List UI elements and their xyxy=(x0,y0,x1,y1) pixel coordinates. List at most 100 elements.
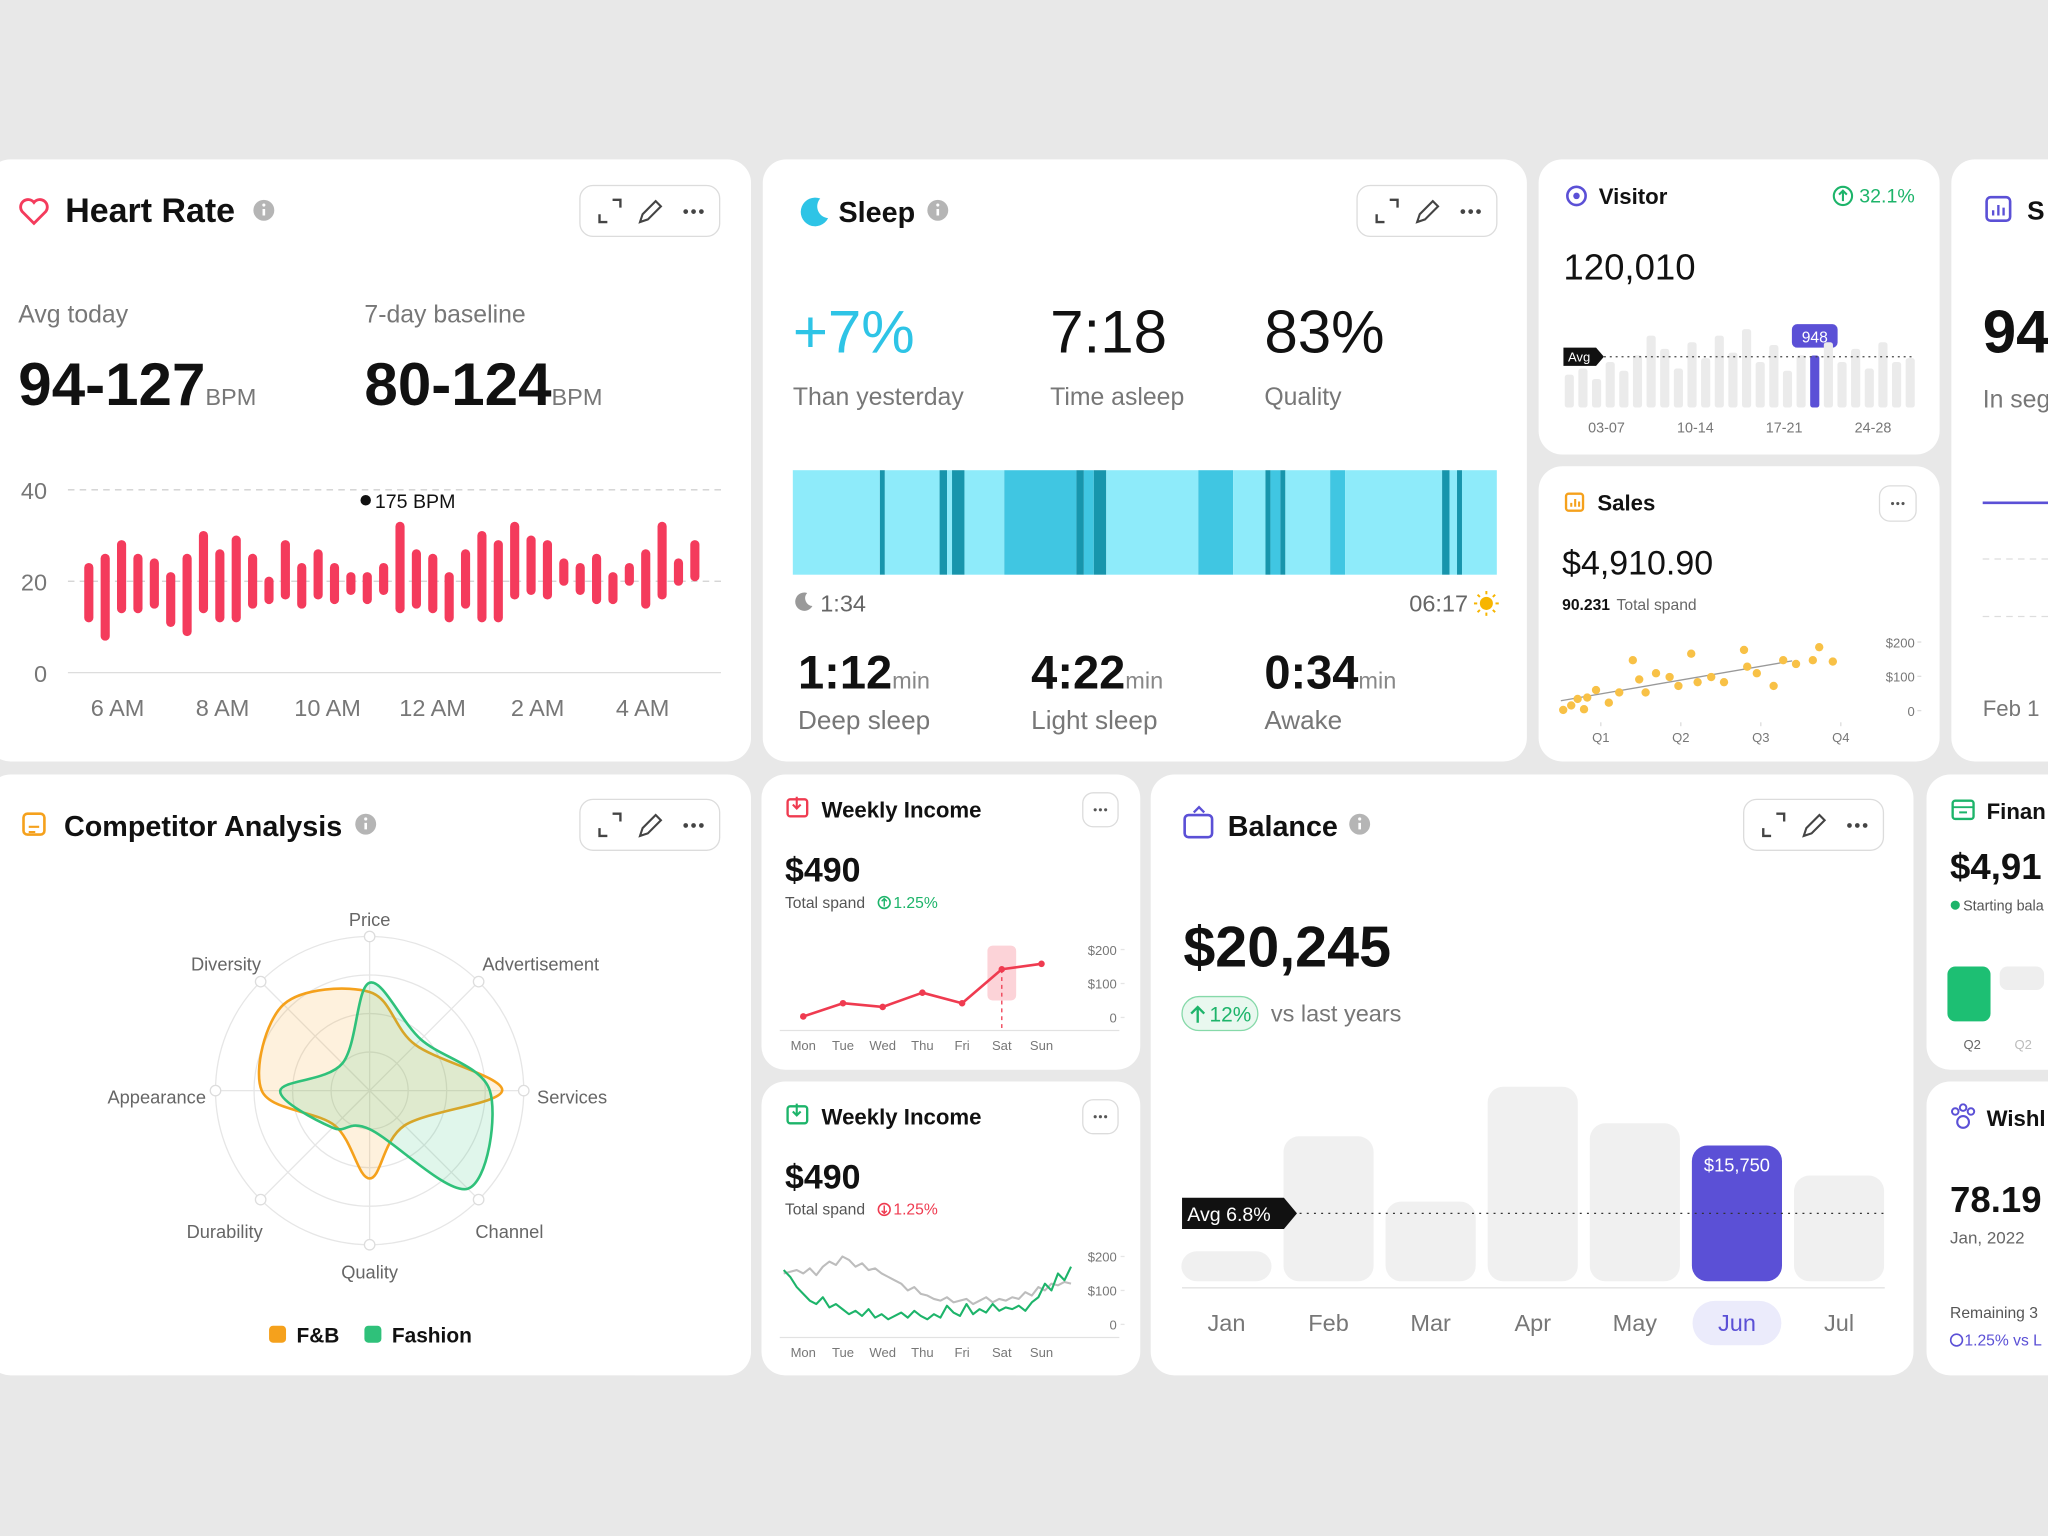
value-tag xyxy=(1791,324,1838,348)
time-start: 1:34 xyxy=(820,590,866,616)
bar xyxy=(1619,370,1629,408)
line-point xyxy=(800,1013,807,1020)
scatter-point xyxy=(1665,672,1674,682)
button-group xyxy=(1356,184,1498,238)
x-tick-label: 8 AM xyxy=(196,695,250,721)
more-button[interactable] xyxy=(1847,823,1852,828)
more-button[interactable] xyxy=(1460,209,1466,214)
more-button[interactable] xyxy=(683,209,689,214)
bar xyxy=(1793,1175,1885,1282)
stage-value-part: 4:22 xyxy=(1031,645,1125,698)
y-tick-label: 40 xyxy=(21,478,47,504)
stat-value: 80-124BPM xyxy=(364,351,602,418)
x-tick-label: 12 AM xyxy=(399,695,466,721)
more-button[interactable] xyxy=(1476,209,1481,214)
more-button xyxy=(1093,808,1097,812)
edit-button[interactable] xyxy=(1802,813,1827,838)
x-tick-label: Jun xyxy=(1718,1310,1756,1336)
scatter-point xyxy=(1674,681,1683,691)
sleep-segment xyxy=(1449,470,1458,575)
stage-label: Awake xyxy=(1264,705,1342,735)
sun-icon xyxy=(1476,593,1481,598)
line-point xyxy=(1038,960,1045,968)
card xyxy=(1926,1081,2048,1376)
bar xyxy=(1385,1201,1476,1282)
metric-value: 120,010 xyxy=(1563,247,1695,288)
stage-value-part: min xyxy=(1125,667,1163,693)
x-tick-label: Tue xyxy=(832,1345,854,1360)
radar-axis xyxy=(260,1090,371,1201)
card-title: Wishl xyxy=(1987,1106,2046,1131)
line-point xyxy=(998,965,1006,973)
bar xyxy=(1782,370,1793,408)
scatter-point xyxy=(1779,656,1788,665)
more-button[interactable] xyxy=(699,209,704,214)
more-button[interactable] xyxy=(1854,823,1860,828)
bar xyxy=(1796,355,1806,408)
x-tick-label: 10-14 xyxy=(1677,420,1714,436)
competitor-icon xyxy=(28,825,40,834)
sleep-segment xyxy=(792,470,880,575)
scatter-point xyxy=(1815,643,1824,652)
edit-button[interactable] xyxy=(1415,199,1440,224)
x-tick-label: Wed xyxy=(869,1345,896,1360)
range-bar xyxy=(526,535,536,595)
visitor-icon xyxy=(1566,185,1587,207)
range-bar xyxy=(198,530,209,614)
more-button[interactable] xyxy=(1468,209,1474,214)
expand-button[interactable] xyxy=(598,198,622,224)
expand-button[interactable] xyxy=(1762,812,1786,838)
y-tick-label: $100 xyxy=(1088,977,1117,992)
radar-label: Durability xyxy=(187,1221,264,1242)
bar xyxy=(1755,361,1765,408)
stat-label: Time asleep xyxy=(1050,384,1184,411)
competitor-icon xyxy=(22,812,46,836)
edit-button[interactable] xyxy=(638,813,663,838)
scatter-point xyxy=(1615,688,1624,697)
wishlist-icon xyxy=(1958,1103,1968,1112)
bar xyxy=(1632,355,1643,408)
x-tick-label: 6 AM xyxy=(91,695,145,721)
sleep-segment xyxy=(952,470,965,575)
annotation: 175 BPM xyxy=(375,491,456,513)
x-tick-label: Mon xyxy=(791,1345,816,1360)
more-button[interactable] xyxy=(691,209,696,214)
x-tick-label: 10 AM xyxy=(294,695,361,721)
radar-axis xyxy=(369,981,480,1092)
bar xyxy=(1742,329,1752,408)
radar-axis-end xyxy=(472,1193,485,1206)
more-button[interactable] xyxy=(691,823,696,828)
trend-line xyxy=(1560,660,1793,702)
scatter-point xyxy=(1687,649,1696,658)
range-bar xyxy=(329,562,340,605)
metric-label: Starting bala xyxy=(1963,898,2044,914)
more-button[interactable] xyxy=(683,823,689,828)
x-tick-label: May xyxy=(1613,1310,1658,1336)
more-button[interactable] xyxy=(699,823,704,828)
sleep-segment xyxy=(1442,470,1450,575)
expand-button[interactable] xyxy=(598,812,622,838)
line-point xyxy=(839,999,847,1007)
radar-axis-end xyxy=(472,975,485,988)
x-tick-label: Apr xyxy=(1514,1310,1551,1336)
sun-icon xyxy=(1479,596,1493,610)
x-tick-label: Mon xyxy=(791,1038,816,1053)
bar xyxy=(1487,1086,1578,1282)
range-bar xyxy=(248,553,258,609)
range-bar xyxy=(641,549,651,609)
more-button xyxy=(1104,1115,1108,1119)
metric-value: $490 xyxy=(785,852,861,890)
bar xyxy=(1823,342,1833,408)
bar xyxy=(1691,1145,1783,1282)
sleep-segment xyxy=(1265,470,1271,575)
bar xyxy=(1891,361,1902,408)
scatter-point xyxy=(1579,705,1589,714)
radar-axis-end xyxy=(254,975,267,988)
expand-button[interactable] xyxy=(1375,198,1399,224)
radar-axis-end xyxy=(363,1238,376,1251)
edit-button[interactable] xyxy=(638,199,663,224)
more-button[interactable] xyxy=(1862,823,1868,828)
x-tick-label: 24-28 xyxy=(1855,420,1892,436)
radar-label: Advertisement xyxy=(482,953,599,974)
